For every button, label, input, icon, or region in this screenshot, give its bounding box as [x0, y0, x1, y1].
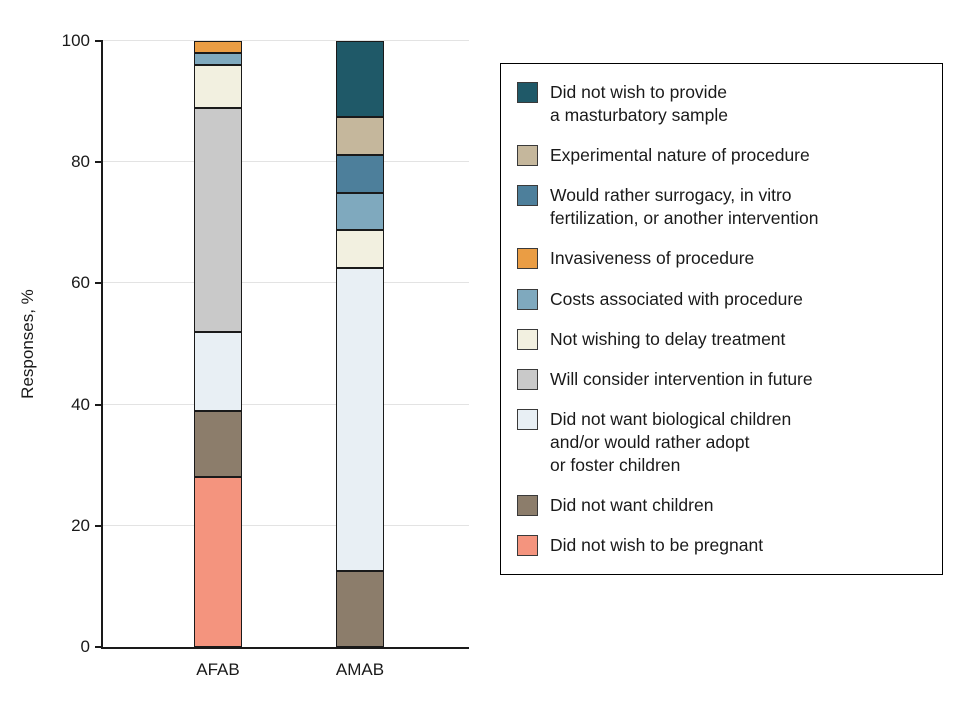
- x-tick-label: AFAB: [196, 660, 240, 679]
- legend-swatch: [517, 495, 538, 517]
- legend-item: Invasiveness of procedure: [517, 247, 926, 270]
- bar-segment: [194, 41, 242, 54]
- y-tick-label: 40: [71, 394, 90, 414]
- bar-segment: [194, 410, 242, 478]
- legend-label: Did not wish to be pregnant: [550, 535, 764, 556]
- legend: Did not wish to provide a masturbatory s…: [500, 63, 943, 576]
- legend-item: Will consider intervention in future: [517, 368, 926, 391]
- y-tick-mark: [95, 40, 103, 42]
- gridline: [103, 524, 469, 526]
- legend-swatch: [517, 82, 538, 103]
- bar-segment: [194, 65, 242, 108]
- legend-item: Did not want biological children and/or …: [517, 408, 926, 477]
- legend-swatch: [517, 328, 538, 350]
- bar-segment: [336, 154, 384, 193]
- bar-segment: [336, 230, 384, 269]
- y-tick-mark: [95, 282, 103, 285]
- y-tick-mark: [95, 646, 103, 648]
- legend-swatch: [517, 185, 538, 207]
- bar-segment: [194, 477, 242, 647]
- legend-swatch: [517, 368, 538, 390]
- legend-label: Costs associated with procedure: [550, 288, 803, 309]
- y-tick-mark: [95, 161, 103, 164]
- bar-segment: [336, 116, 384, 155]
- gridline: [103, 403, 469, 405]
- bar-segment: [336, 571, 384, 647]
- legend-label: Would rather surrogacy, in vitro fertili…: [550, 185, 819, 229]
- bar-segment: [194, 107, 242, 332]
- legend-label: Invasiveness of procedure: [550, 248, 755, 269]
- y-tick-label: 0: [80, 637, 90, 656]
- legend-item: Did not want children: [517, 494, 926, 517]
- bar-segment: [336, 41, 384, 117]
- legend-label: Will consider intervention in future: [550, 368, 813, 389]
- plot-area: [101, 40, 469, 649]
- bar-afab: [194, 41, 242, 647]
- legend-label: Did not want biological children and/or …: [550, 408, 792, 476]
- legend-item: Costs associated with procedure: [517, 288, 926, 311]
- y-tick-label: 80: [71, 152, 90, 172]
- gridline: [103, 40, 469, 41]
- legend-label: Did not want children: [550, 495, 714, 516]
- bar-segment: [194, 53, 242, 66]
- y-tick-label: 60: [71, 273, 90, 293]
- y-tick-mark: [95, 403, 103, 406]
- legend-item: Experimental nature of procedure: [517, 144, 926, 167]
- legend-item: Not wishing to delay treatment: [517, 328, 926, 351]
- y-tick-label: 100: [61, 31, 90, 50]
- x-tick-label: AMAB: [335, 660, 385, 679]
- bar-segment: [336, 268, 384, 572]
- legend-item: Would rather surrogacy, in vitro fertili…: [517, 184, 926, 230]
- legend-label: Did not wish to provide a masturbatory s…: [550, 82, 728, 126]
- y-axis-title: Responses, %: [18, 289, 37, 399]
- y-tick-label: 20: [71, 515, 90, 535]
- legend-item: Did not wish to be pregnant: [517, 534, 926, 557]
- legend-label: Experimental nature of procedure: [550, 145, 810, 166]
- legend-label: Not wishing to delay treatment: [550, 328, 786, 349]
- y-tick-mark: [95, 524, 103, 527]
- legend-swatch: [517, 408, 538, 430]
- legend-item: Did not wish to provide a masturbatory s…: [517, 81, 926, 127]
- gridline: [103, 161, 469, 163]
- legend-swatch: [517, 145, 538, 167]
- legend-swatch: [517, 288, 538, 310]
- gridline: [103, 282, 469, 284]
- bar-segment: [194, 331, 242, 411]
- legend-swatch: [517, 248, 538, 270]
- legend-swatch: [517, 535, 538, 557]
- bar-segment: [336, 192, 384, 231]
- bar-amab: [336, 41, 384, 647]
